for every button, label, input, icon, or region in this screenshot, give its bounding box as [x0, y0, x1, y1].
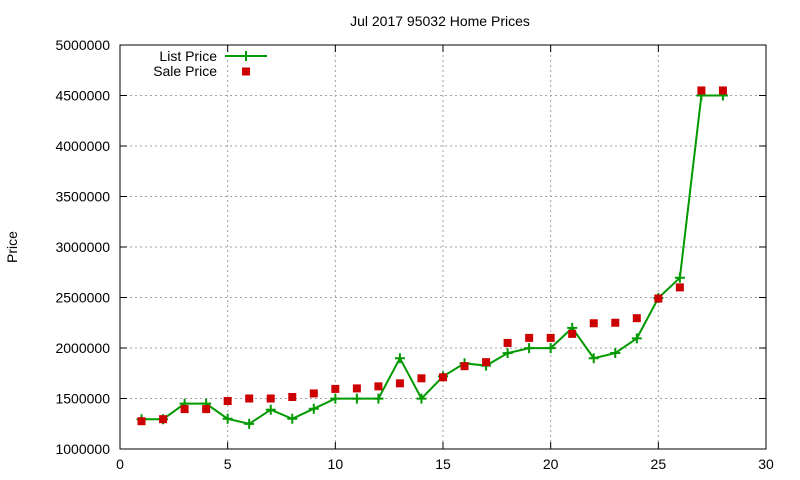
sale-price-point [718, 86, 727, 95]
sale-price-point [309, 389, 318, 398]
x-tick-label: 5 [224, 456, 232, 472]
legend: List Price Sale Price [153, 48, 267, 79]
grid-lines [120, 45, 766, 449]
sale-price-point [482, 358, 491, 367]
y-axis-label: Price [4, 231, 20, 263]
y-tick-label: 2000000 [55, 340, 110, 356]
sale-price-point [697, 86, 706, 95]
sale-price-point [331, 384, 340, 393]
list-price-point [308, 403, 319, 414]
series-layer [136, 86, 728, 429]
sale-price-point [654, 294, 663, 303]
sale-price-point [137, 417, 146, 426]
sale-price-point [589, 319, 598, 328]
list-price-point [502, 348, 513, 359]
legend-label-list-price: List Price [159, 48, 217, 64]
chart-title: Jul 2017 95032 Home Prices [350, 13, 530, 29]
sale-price-point [675, 283, 684, 292]
legend-marker-list-price [241, 51, 251, 61]
list-price-point [265, 404, 276, 415]
legend-marker-sale-price [242, 67, 250, 76]
tick-marks [119, 44, 767, 450]
legend-label-sale-price: Sale Price [153, 63, 217, 79]
sale-price-point [288, 392, 297, 401]
list-price-point [610, 348, 621, 359]
list-price-point [631, 333, 642, 344]
sale-price-point [632, 314, 641, 323]
y-tick-label: 1000000 [55, 441, 110, 457]
x-tick-label: 0 [116, 456, 124, 472]
x-tick-label: 25 [651, 456, 667, 472]
sale-price-point [417, 374, 426, 383]
list-price-point [351, 393, 362, 404]
y-tick-label: 4500000 [55, 88, 110, 104]
x-tick-label: 15 [435, 456, 451, 472]
y-tick-label: 5000000 [55, 37, 110, 53]
y-tick-label: 2500000 [55, 290, 110, 306]
list-price-point [545, 343, 556, 354]
list-price-point [524, 343, 535, 354]
list-price-point [287, 413, 298, 424]
list-price-point [244, 418, 255, 429]
y-tick-label: 1500000 [55, 391, 110, 407]
list-price-point [330, 393, 341, 404]
list-price-point [394, 353, 405, 364]
list-price-point [588, 353, 599, 364]
sale-price-point [180, 405, 189, 414]
sale-price-point [223, 397, 232, 406]
sale-price-point [245, 394, 254, 403]
x-tick-label: 30 [758, 456, 774, 472]
sale-price-point [503, 338, 512, 347]
sale-price-point [374, 382, 383, 391]
y-tick-label: 3500000 [55, 189, 110, 205]
sale-price-point [611, 318, 620, 327]
sale-price-point [546, 333, 555, 342]
sale-price-point [159, 415, 168, 424]
x-tick-label: 10 [328, 456, 344, 472]
list-price-point [416, 393, 427, 404]
y-tick-label: 3000000 [55, 239, 110, 255]
list-price-point [373, 393, 384, 404]
sale-price-point [202, 405, 211, 414]
sale-price-point [395, 379, 404, 388]
list-price-point [222, 413, 233, 424]
tick-labels: 0 5 10 15 20 25 30 1000000 1500000 2000000 2500000… [55, 37, 774, 472]
sale-price-point [439, 373, 447, 382]
sale-price-point [352, 384, 361, 393]
sale-price-point [568, 329, 577, 338]
sale-price-point [525, 333, 534, 342]
x-tick-label: 20 [543, 456, 559, 472]
sale-price-point [266, 394, 275, 403]
y-tick-label: 4000000 [55, 138, 110, 154]
list-price-line [141, 94, 723, 425]
list-price-point [674, 272, 685, 283]
sale-price-point [460, 362, 469, 371]
